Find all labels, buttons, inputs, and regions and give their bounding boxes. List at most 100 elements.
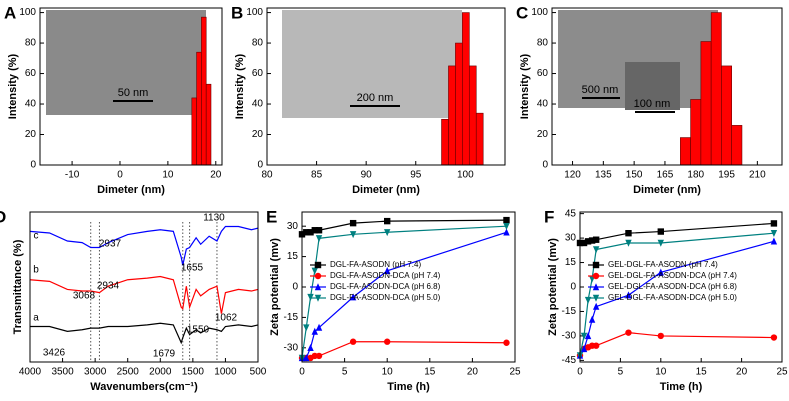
x-axis-label: Wavenumbers(cm⁻¹) [90,381,198,393]
scale-bar-label: 200 nm [357,92,394,104]
annotation: 2937 [99,239,122,250]
x-tick-label: 165 [657,170,674,181]
y-tick-label: 40 [252,99,264,110]
x-tick-label: 3000 [84,367,107,378]
bar [468,65,477,166]
marker [657,228,664,235]
legend-marker [592,294,600,302]
y-tick-label: 0 [30,160,36,171]
marker [580,239,588,247]
legend-marker [314,261,322,269]
x-tick-label: 2000 [149,367,172,378]
annotation: 2934 [97,281,120,292]
y-tick-label: 60 [537,68,549,79]
annotation: 1550 [187,325,210,336]
marker [349,338,357,345]
scale-bar-label: 100 nm [634,98,671,110]
x-tick-label: 1500 [182,367,205,378]
annotation: 1679 [153,349,176,360]
marker [588,315,596,323]
series-line [29,225,259,266]
x-tick-label: 0 [299,367,305,378]
x-tick-label: 20 [736,367,748,378]
annotation: c [34,231,39,242]
y-tick-label: -15 [284,312,299,323]
x-tick-label: 95 [410,170,422,181]
x-tick-label: 210 [749,170,766,181]
marker [625,291,632,299]
y-tick-label: 0 [257,160,263,171]
x-tick-label: 25 [509,367,521,378]
plot-frame [39,7,223,166]
marker [503,222,510,230]
bar [700,41,712,166]
marker [657,268,664,276]
plot-frame [29,211,259,363]
annotation: a [33,313,39,324]
marker [311,327,318,335]
x-tick-label: 0 [117,170,123,181]
tem-image [625,62,680,110]
x-tick-label: 195 [718,170,735,181]
y-tick-label: 0 [570,282,576,293]
marker [315,235,323,243]
panel-label: B [231,3,243,22]
bar [191,97,197,166]
y-axis-label: Intensity (%) [7,53,19,119]
marker [307,229,314,236]
x-axis-label: Dimeter (nm) [97,184,165,196]
marker [657,332,664,340]
x-tick-label: 135 [595,170,612,181]
y-tick-label: 0 [542,160,548,171]
marker [503,228,510,236]
series-line [302,341,507,359]
marker [592,302,600,310]
bar [455,42,463,166]
x-tick-label: 2500 [117,367,140,378]
x-tick-label: 90 [361,170,373,181]
marker [770,220,778,227]
y-tick-label: 20 [25,129,37,140]
x-tick-label: 120 [564,170,581,181]
tem-image [282,10,462,118]
marker [303,354,310,362]
bar [710,12,722,166]
legend-marker [314,272,322,280]
annotation: b [33,265,39,276]
bar [441,118,449,166]
x-tick-label: 100 [457,170,474,181]
marker [384,338,391,345]
panel-label: E [266,207,277,226]
x-tick-label: 1000 [214,367,237,378]
legend-label: DGL-FA-ASODN (pH 7.4) [330,260,421,269]
marker [349,293,357,301]
y-tick-label: -30 [562,331,577,342]
panel-label: C [516,3,528,22]
y-axis-label: Zeta potential (mv) [269,238,281,336]
y-tick-label: 15 [287,251,299,262]
panel-label: D [0,207,6,226]
x-tick-label: 500 [250,367,267,378]
scale-bar-label: 50 nm [118,87,149,99]
panel-label: A [4,3,16,22]
y-tick-label: 0 [292,282,298,293]
x-tick-label: 180 [687,170,704,181]
bar [196,51,202,166]
x-tick-label: 10 [655,367,667,378]
y-tick-label: 40 [537,99,549,110]
legend-label: DGL-FA-ASODN-DCA (pH 7.4) [330,271,441,280]
marker [588,237,596,244]
x-tick-label: 25 [776,367,788,378]
marker [770,229,778,237]
bar [201,16,207,166]
y-axis-label: Intensity (%) [519,53,531,119]
bar [690,99,702,166]
bar [475,112,484,166]
bar [462,12,470,166]
x-tick-label: 20 [467,367,479,378]
annotation: 1130 [203,213,225,224]
series-line [580,222,774,244]
marker [770,237,778,245]
annotation: 3426 [43,348,66,359]
marker [384,266,391,274]
